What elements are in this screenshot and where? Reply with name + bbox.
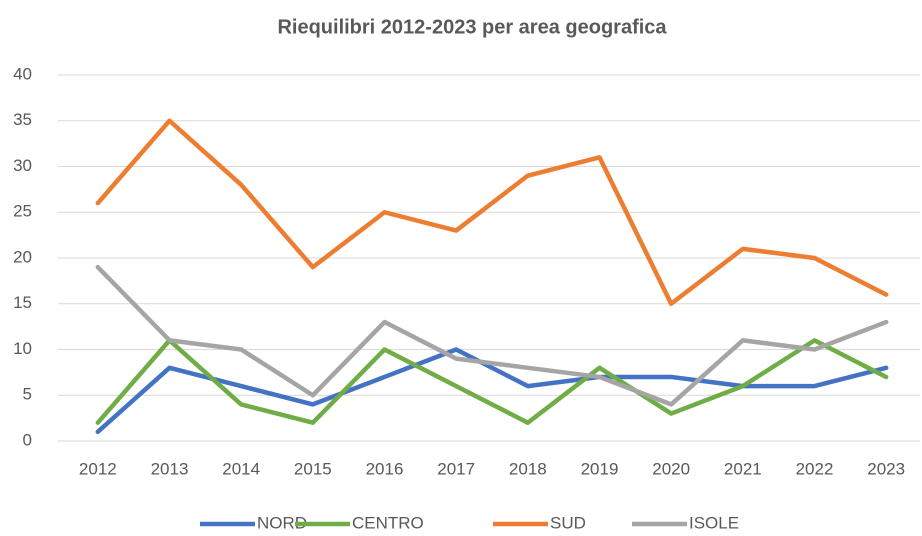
series-line	[95, 347, 889, 435]
x-tick-label: 2020	[652, 459, 690, 478]
y-tick-label: 10	[13, 339, 32, 358]
legend-label: SUD	[550, 513, 586, 532]
series-line	[95, 264, 889, 407]
y-tick-label: 15	[13, 293, 32, 312]
x-tick-label: 2021	[724, 459, 762, 478]
y-tick-label: 0	[23, 430, 32, 449]
x-tick-label: 2016	[366, 459, 404, 478]
x-tick-label: 2022	[796, 459, 834, 478]
y-tick-label: 35	[13, 110, 32, 129]
x-tick-label: 2014	[222, 459, 260, 478]
x-tick-label: 2018	[509, 459, 547, 478]
x-tick-label: 2023	[867, 459, 905, 478]
series-line	[95, 338, 889, 425]
x-tick-label: 2012	[79, 459, 117, 478]
y-tick-label: 5	[23, 385, 32, 404]
y-tick-label: 25	[13, 202, 32, 221]
chart-title: Riequilibri 2012-2023 per area geografic…	[277, 16, 667, 38]
x-tick-label: 2019	[581, 459, 619, 478]
x-tick-label: 2017	[437, 459, 475, 478]
x-tick-label: 2013	[151, 459, 189, 478]
legend-label: ISOLE	[689, 513, 739, 532]
legend-label: CENTRO	[352, 513, 424, 532]
series-line	[95, 118, 889, 306]
x-tick-label: 2015	[294, 459, 332, 478]
y-tick-label: 40	[13, 64, 32, 83]
y-tick-label: 20	[13, 247, 32, 266]
y-tick-label: 30	[13, 156, 32, 175]
legend-label: NORD	[257, 513, 307, 532]
